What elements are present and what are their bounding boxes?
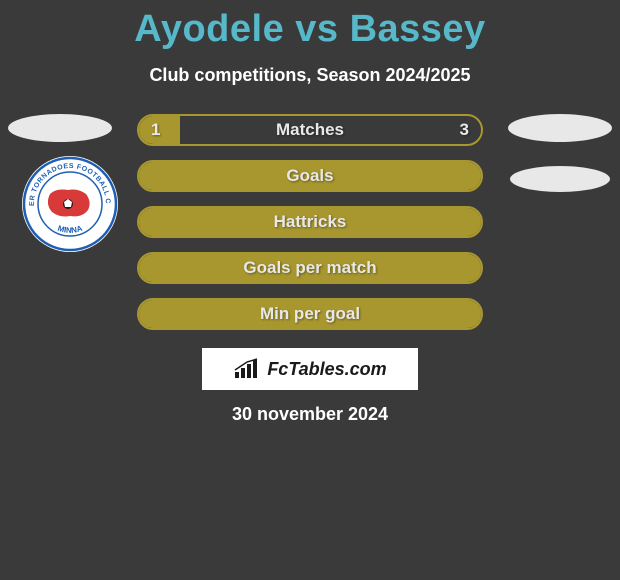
stat-row-hattricks: Hattricks <box>137 206 483 238</box>
stat-label: Hattricks <box>139 212 481 232</box>
player-right-badge <box>508 114 612 142</box>
stat-rows: Matches1 3 Goals Hattricks Goals per match Mi… <box>137 114 483 330</box>
brand-text: FcTables.com <box>267 359 386 380</box>
chart-icon <box>233 358 261 380</box>
stat-row-min-per-goal: Min per goal <box>137 298 483 330</box>
player-right-badge-2 <box>510 166 610 192</box>
stat-label: Min per goal <box>139 304 481 324</box>
page-title: Ayodele vs Bassey <box>0 0 620 51</box>
stat-label: Goals <box>139 166 481 186</box>
stat-row-goals-per-match: Goals per match <box>137 252 483 284</box>
stat-label: Matches <box>139 120 481 140</box>
stat-label: Goals per match <box>139 258 481 278</box>
stat-row-goals: Goals <box>137 160 483 192</box>
club-logo: NIGER TORNADOES FOOTBALL CLUB MINNA <box>20 154 120 254</box>
stat-value-left: 1 <box>151 120 160 140</box>
stat-value-right: 3 <box>460 120 469 140</box>
comparison-chart: NIGER TORNADOES FOOTBALL CLUB MINNA Matc… <box>0 114 620 330</box>
brand-card[interactable]: FcTables.com <box>202 348 418 390</box>
player-left-badge <box>8 114 112 142</box>
subtitle: Club competitions, Season 2024/2025 <box>0 65 620 86</box>
stat-row-matches: Matches1 3 <box>137 114 483 146</box>
date-text: 30 november 2024 <box>0 404 620 425</box>
